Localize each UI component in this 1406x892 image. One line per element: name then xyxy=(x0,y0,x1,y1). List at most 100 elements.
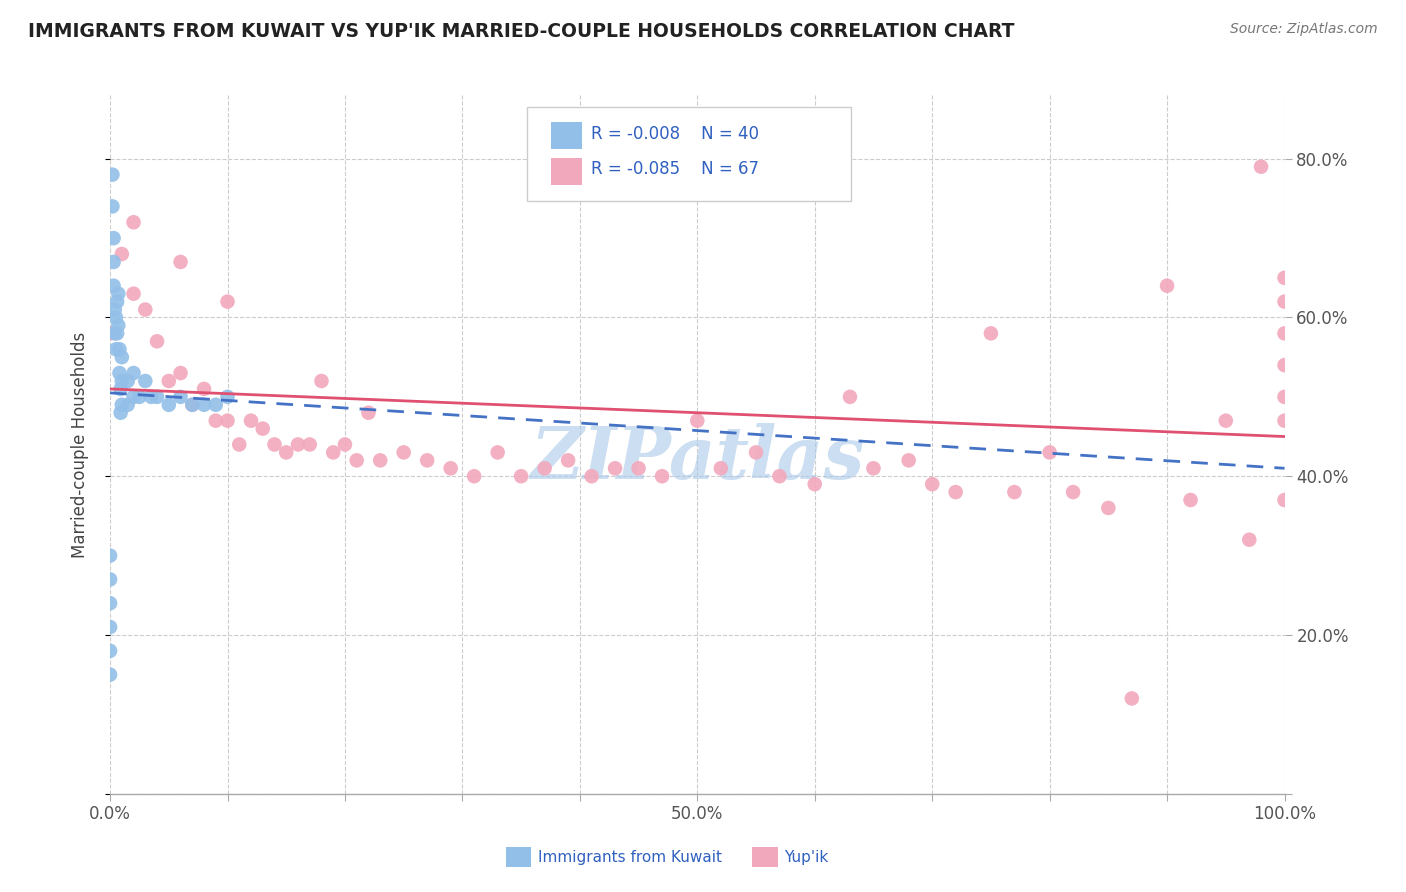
Point xyxy=(108,343,131,357)
Point xyxy=(98,667,121,681)
Point xyxy=(103,278,125,293)
Point xyxy=(146,390,169,404)
Point xyxy=(103,255,125,269)
Point xyxy=(862,461,884,475)
Point xyxy=(897,453,920,467)
Point xyxy=(368,453,391,467)
Point xyxy=(117,374,139,388)
Point xyxy=(581,469,603,483)
Y-axis label: Married-couple Households: Married-couple Households xyxy=(72,331,89,558)
Point xyxy=(217,414,239,428)
Point xyxy=(1274,358,1296,372)
Text: IMMIGRANTS FROM KUWAIT VS YUP'IK MARRIED-COUPLE HOUSEHOLDS CORRELATION CHART: IMMIGRANTS FROM KUWAIT VS YUP'IK MARRIED… xyxy=(28,22,1015,41)
Point xyxy=(287,437,309,451)
Point xyxy=(103,231,125,245)
Point xyxy=(392,445,415,459)
Point xyxy=(107,286,129,301)
Point xyxy=(117,398,139,412)
Text: ZIPatlas: ZIPatlas xyxy=(530,423,865,494)
Point xyxy=(157,398,180,412)
Point xyxy=(108,366,131,380)
Point xyxy=(122,366,145,380)
Point xyxy=(311,374,333,388)
Point xyxy=(1156,278,1178,293)
Point xyxy=(276,445,298,459)
Point xyxy=(101,199,124,213)
Point xyxy=(1002,485,1025,500)
Point xyxy=(839,390,862,404)
Point xyxy=(107,318,129,333)
Text: R = -0.085    N = 67: R = -0.085 N = 67 xyxy=(591,161,758,178)
Point xyxy=(204,414,226,428)
Point xyxy=(157,374,180,388)
Point xyxy=(105,294,128,309)
Point xyxy=(128,390,150,404)
Point xyxy=(134,374,156,388)
Point xyxy=(169,366,191,380)
Point xyxy=(333,437,356,451)
Point xyxy=(1274,493,1296,508)
Point xyxy=(510,469,533,483)
Point xyxy=(122,215,145,229)
Point xyxy=(322,445,344,459)
Point xyxy=(181,398,204,412)
Point xyxy=(111,247,134,261)
Point xyxy=(1121,691,1143,706)
Point xyxy=(557,453,579,467)
Point xyxy=(204,398,226,412)
Point xyxy=(1274,414,1296,428)
Point xyxy=(346,453,368,467)
Point xyxy=(105,326,128,341)
Point xyxy=(240,414,263,428)
Point xyxy=(627,461,650,475)
Point xyxy=(101,168,124,182)
Point xyxy=(104,302,127,317)
Text: Yup'ik: Yup'ik xyxy=(785,850,828,864)
Point xyxy=(122,390,145,404)
Point xyxy=(1215,414,1237,428)
Point xyxy=(98,596,121,610)
Point xyxy=(134,302,156,317)
Point xyxy=(1097,500,1119,515)
Point xyxy=(146,334,169,349)
Point xyxy=(463,469,485,483)
Point xyxy=(104,310,127,325)
Point xyxy=(921,477,943,491)
Point xyxy=(745,445,768,459)
Text: Immigrants from Kuwait: Immigrants from Kuwait xyxy=(538,850,723,864)
Point xyxy=(357,406,380,420)
Point xyxy=(651,469,673,483)
Point xyxy=(193,398,215,412)
Point xyxy=(980,326,1002,341)
Point xyxy=(217,390,239,404)
Point xyxy=(110,382,132,396)
Point xyxy=(252,421,274,435)
Point xyxy=(141,390,163,404)
Point xyxy=(1274,326,1296,341)
Point xyxy=(710,461,733,475)
Point xyxy=(1180,493,1202,508)
Point xyxy=(228,437,250,451)
Point xyxy=(768,469,790,483)
Point xyxy=(193,382,215,396)
Point xyxy=(416,453,439,467)
Point xyxy=(1250,160,1272,174)
Point xyxy=(104,343,127,357)
Point xyxy=(263,437,285,451)
Point xyxy=(603,461,626,475)
Point xyxy=(803,477,825,491)
Point xyxy=(111,398,134,412)
Point xyxy=(217,294,239,309)
Point xyxy=(98,326,121,341)
Point xyxy=(298,437,321,451)
Point xyxy=(169,390,191,404)
Point xyxy=(486,445,509,459)
Point xyxy=(1274,270,1296,285)
Point xyxy=(533,461,555,475)
Point xyxy=(1274,390,1296,404)
Point xyxy=(122,286,145,301)
Point xyxy=(1274,294,1296,309)
Point xyxy=(111,374,134,388)
Point xyxy=(110,406,132,420)
Point xyxy=(686,414,709,428)
